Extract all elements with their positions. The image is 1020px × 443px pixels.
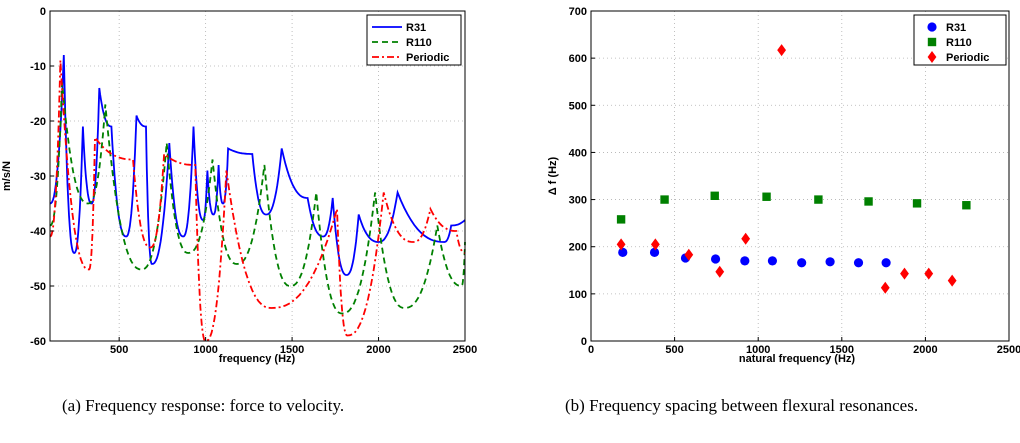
point-r31 [825, 257, 835, 267]
ticks-b: 0 500 1000 1500 2000 2500 0 100 200 300 400 500 600 7… [569, 6, 1020, 356]
point-r110 [616, 215, 626, 224]
y-tick-label: 0 [581, 336, 587, 348]
x-tick-label: 500 [110, 344, 128, 356]
point-r31 [767, 256, 778, 266]
panel-b-frequency-spacing: 0 500 1000 1500 2000 2500 0 100 200 300 400 500 600 7… [547, 6, 1020, 365]
y-tick-label: -50 [30, 281, 46, 293]
axes-box-b [590, 10, 1010, 342]
point-r110 [912, 199, 922, 208]
y-tick-label: 300 [569, 195, 587, 207]
legend-marker-r110 [927, 37, 937, 47]
panel-a-frequency-response: 500 1000 1500 2000 2500 0 -10 -20 -30 -40 -50 -60 f… [1, 6, 477, 365]
point-periodic [880, 281, 890, 294]
x-axis-label-a: frequency (Hz) [219, 353, 296, 365]
point-r31 [618, 247, 628, 257]
legend-marker-periodic [927, 51, 937, 63]
series-line-periodic [49, 60, 465, 342]
x-tick-label: 2000 [913, 344, 937, 356]
point-periodic [900, 267, 909, 280]
legend-label: Periodic [406, 52, 449, 64]
point-periodic [650, 238, 660, 251]
point-r31 [853, 258, 864, 268]
legend-a: R31 R110 Periodic [366, 14, 462, 66]
legend-label: R110 [946, 37, 972, 49]
legend-b: R31 R110 Periodic [913, 14, 1007, 66]
y-tick-label: 600 [569, 53, 587, 65]
legend-label: Periodic [946, 52, 989, 64]
series-line-r110 [49, 82, 466, 315]
caption-a: (a) Frequency response: force to velocit… [62, 396, 345, 415]
y-axis-label-a: m/s/N [1, 161, 13, 191]
y-tick-label: 200 [569, 242, 587, 254]
x-tick-label: 1000 [746, 344, 770, 356]
point-r110 [660, 195, 669, 204]
y-tick-label: 700 [569, 6, 587, 18]
point-periodic [616, 238, 626, 251]
x-tick-label: 1500 [830, 344, 854, 356]
series-line-r31 [49, 54, 466, 276]
point-periodic [777, 44, 787, 57]
x-tick-label: 0 [588, 344, 594, 356]
y-axis-label-b: Δ f (Hz) [547, 156, 559, 195]
x-tick-label: 1000 [193, 344, 217, 356]
point-r31 [797, 258, 807, 268]
point-periodic [741, 232, 751, 245]
plot-area-a [50, 11, 465, 341]
point-r110 [710, 191, 719, 200]
y-tick-label: -40 [30, 226, 46, 238]
y-tick-label: -20 [30, 116, 46, 128]
x-tick-label: 2500 [453, 344, 477, 356]
point-r110 [762, 192, 771, 201]
point-r31 [649, 247, 660, 257]
point-r31 [740, 256, 750, 266]
point-r110 [814, 195, 823, 204]
y-tick-label: -60 [30, 336, 46, 348]
y-tick-label: 500 [569, 100, 587, 112]
point-r31 [881, 258, 891, 268]
x-tick-label: 500 [665, 344, 683, 356]
ticks-a: 500 1000 1500 2000 2500 0 -10 -20 -30 -40 -50 -60 [30, 6, 477, 356]
x-axis-label-b: natural frequency (Hz) [739, 353, 855, 365]
point-periodic [924, 267, 934, 280]
legend-label: R31 [406, 22, 426, 34]
legend-label: R31 [946, 22, 966, 34]
y-tick-label: -30 [30, 171, 46, 183]
y-tick-label: -10 [30, 61, 46, 73]
legend-marker-r31 [927, 22, 937, 32]
point-r31 [710, 254, 721, 264]
y-tick-label: 0 [40, 6, 46, 18]
x-tick-label: 1500 [280, 344, 304, 356]
point-periodic [947, 274, 957, 287]
caption-b: (b) Frequency spacing between flexural r… [565, 396, 919, 415]
x-tick-label: 2500 [997, 344, 1020, 356]
y-tick-label: 400 [569, 147, 587, 159]
plot-area-b [591, 11, 1009, 341]
point-r110 [962, 201, 971, 210]
point-periodic [715, 265, 725, 278]
legend-label: R110 [406, 37, 432, 49]
point-r110 [864, 197, 873, 206]
series-markers-b [616, 44, 971, 294]
x-tick-label: 2000 [366, 344, 390, 356]
y-tick-label: 100 [569, 289, 587, 301]
point-periodic [684, 248, 694, 261]
series-lines-a [49, 54, 466, 342]
